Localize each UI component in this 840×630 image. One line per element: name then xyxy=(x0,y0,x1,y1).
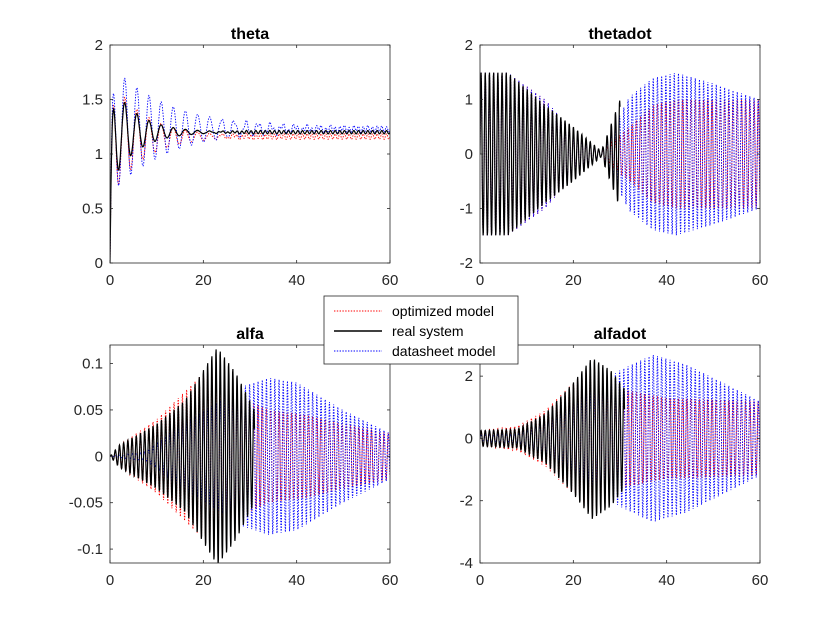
y-tick-label: -4 xyxy=(460,555,473,572)
legend-box xyxy=(323,295,519,365)
y-tick-label: 0.5 xyxy=(82,201,103,218)
x-tick-label: 60 xyxy=(382,272,399,289)
x-tick-label: 60 xyxy=(752,272,769,289)
x-tick-label: 60 xyxy=(752,572,769,589)
x-tick-label: 20 xyxy=(565,572,582,589)
y-tick-label: -1 xyxy=(460,201,473,218)
plot-area xyxy=(110,45,390,263)
y-tick-label: 0 xyxy=(465,430,473,447)
legend-label-datasheet-model: datasheet model xyxy=(392,343,496,359)
x-tick-label: 60 xyxy=(382,572,399,589)
x-tick-label: 0 xyxy=(106,572,114,589)
subplot-title: alfa xyxy=(236,326,264,343)
y-tick-label: 0.1 xyxy=(82,356,103,373)
series-line-optimized-model xyxy=(110,96,390,263)
x-tick-label: 20 xyxy=(565,272,582,289)
axes-frame xyxy=(109,344,391,564)
series-line-real-system xyxy=(480,72,621,236)
y-tick-label: 2 xyxy=(95,37,103,54)
x-tick-label: 40 xyxy=(288,272,305,289)
subplot-theta: 0 20 40 60 0 0.5 1 1.5 2 theta xyxy=(82,26,398,289)
y-tick-label: 0 xyxy=(95,448,103,465)
axes-frame xyxy=(479,344,761,564)
x-tick-label: 0 xyxy=(476,272,484,289)
y-tick-label: 0.05 xyxy=(74,402,103,419)
x-tick-label: 0 xyxy=(476,572,484,589)
subplot-alfadot: 0 20 40 60 -4 -2 0 2 alfadot xyxy=(460,326,769,589)
legend-label-real-system: real system xyxy=(392,323,464,339)
x-tick-label: 40 xyxy=(658,272,675,289)
y-tick-label: -0.05 xyxy=(69,495,103,512)
y-tick-label: 2 xyxy=(465,368,473,385)
subplot-thetadot: 0 20 40 60 -2 -1 0 1 2 thetadot xyxy=(460,26,769,289)
subplot-title: theta xyxy=(231,26,269,43)
y-tick-label: 1 xyxy=(465,92,473,109)
series-line-real-system xyxy=(110,349,256,563)
x-tick-label: 20 xyxy=(195,572,212,589)
y-tick-label: -2 xyxy=(460,255,473,272)
y-tick-label: 1 xyxy=(95,146,103,163)
legend-label-optimized-model: optimized model xyxy=(392,303,494,319)
x-tick-label: 20 xyxy=(195,272,212,289)
y-tick-label: -2 xyxy=(460,493,473,510)
x-tick-label: 40 xyxy=(288,572,305,589)
series-line-real-system xyxy=(110,101,390,263)
y-tick-label: 0 xyxy=(95,255,103,272)
x-tick-label: 40 xyxy=(658,572,675,589)
x-tick-label: 0 xyxy=(106,272,114,289)
subplot-title: alfadot xyxy=(594,326,647,343)
y-tick-label: 1.5 xyxy=(82,92,103,109)
y-tick-label: 2 xyxy=(465,37,473,54)
subplot-title: thetadot xyxy=(588,26,652,43)
y-tick-label: 0 xyxy=(465,146,473,163)
subplot-alfa: 0 20 40 60 -0.1 -0.05 0 0.05 0.1 alfa xyxy=(69,326,399,589)
series-line-real-system xyxy=(480,359,626,519)
legend: optimized model real system datasheet mode… xyxy=(323,295,519,365)
y-tick-label: -0.1 xyxy=(77,541,103,558)
